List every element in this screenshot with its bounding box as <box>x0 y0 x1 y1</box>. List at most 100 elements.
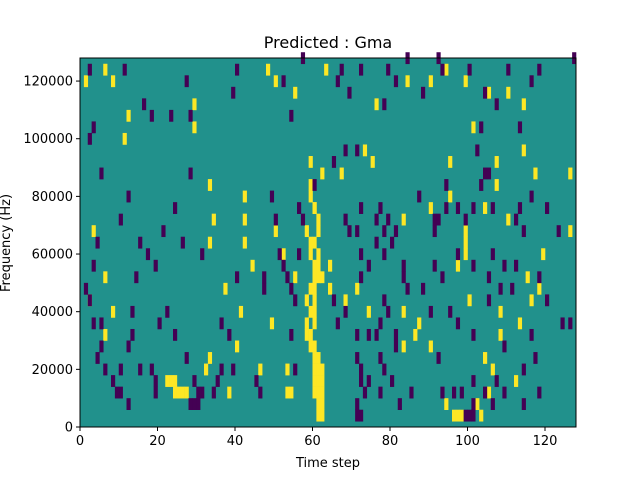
heatmap-cell-high <box>498 305 503 318</box>
heatmap-cell-low <box>471 259 476 272</box>
heatmap-cell-low <box>471 375 476 387</box>
heatmap-cell-low <box>157 317 162 330</box>
heatmap-cell-high <box>250 259 255 272</box>
heatmap-cell-low <box>440 386 445 399</box>
heatmap-cell-low <box>180 236 185 249</box>
heatmap-cell-high <box>343 294 348 307</box>
heatmap-cell-high <box>312 282 317 295</box>
heatmap-cell-high <box>312 363 317 376</box>
x-tick-label: 100 <box>455 434 480 449</box>
heatmap-cell-low <box>471 409 476 422</box>
heatmap-cell-low <box>200 248 205 261</box>
heatmap-cell-low <box>397 398 402 410</box>
heatmap-cell-high <box>366 305 371 318</box>
x-tick-label: 20 <box>149 434 166 449</box>
x-tick-label: 60 <box>304 434 321 449</box>
heatmap-cell-high <box>312 202 317 214</box>
heatmap-cell-low <box>118 386 123 399</box>
heatmap-cell-low <box>235 271 240 284</box>
heatmap-cell-low <box>273 213 278 226</box>
heatmap-cell-low <box>467 409 472 422</box>
heatmap-cell-high <box>417 317 422 330</box>
heatmap-cell-high <box>506 213 511 226</box>
heatmap-cell-low <box>219 363 224 376</box>
heatmap-cell-high <box>444 63 449 76</box>
heatmap-cell-low <box>506 63 511 76</box>
heatmap-cell-low <box>114 386 120 399</box>
heatmap-cell-high <box>180 386 185 399</box>
heatmap-cell-low <box>87 132 92 145</box>
heatmap-cell-high <box>541 248 546 261</box>
heatmap-cell-low <box>99 340 104 353</box>
heatmap-cell-high <box>238 305 244 318</box>
x-tick-label: 40 <box>227 434 244 449</box>
heatmap-cell-high <box>370 156 375 168</box>
heatmap-cell-low <box>343 144 348 157</box>
heatmap-cell-high <box>448 190 453 203</box>
heatmap-cell-high <box>111 75 116 88</box>
heatmap-cell-high <box>316 386 321 399</box>
heatmap-cell-low <box>483 386 488 399</box>
heatmap-cell-high <box>316 271 321 284</box>
heatmap-cell-high <box>308 179 313 191</box>
heatmap-cell-low <box>517 202 523 214</box>
heatmap-cell-low <box>347 225 352 238</box>
heatmap-cell-high <box>258 363 263 376</box>
heatmap-cell-low <box>440 63 445 76</box>
heatmap-cell-low <box>335 317 340 330</box>
heatmap-cell-low <box>289 282 294 295</box>
heatmap-cell-high <box>355 282 360 295</box>
heatmap-cell-high <box>428 202 433 214</box>
heatmap-cell-low <box>436 352 441 364</box>
heatmap-cell-high <box>537 282 542 295</box>
heatmap-cell-low <box>479 121 484 134</box>
heatmap-cell-high <box>486 86 492 99</box>
heatmap-cell-low <box>300 213 306 226</box>
heatmap-cell-high <box>328 259 333 272</box>
heatmap-cell-high <box>242 213 247 226</box>
heatmap-cell-high <box>483 202 488 214</box>
heatmap-cell-low <box>258 386 263 399</box>
heatmap-cell-low <box>421 282 426 295</box>
heatmap-cell-low <box>556 225 561 238</box>
heatmap-cell-low <box>393 328 399 341</box>
heatmap-cell-high <box>227 386 232 399</box>
heatmap-cell-low <box>165 305 170 318</box>
heatmap-cell-high <box>289 386 294 399</box>
heatmap-cell-high <box>103 63 108 76</box>
heatmap-cell-low <box>359 202 364 214</box>
heatmap-cell-low <box>200 386 205 399</box>
heatmap-cell-low <box>126 190 131 203</box>
heatmap-cell-low <box>343 213 348 226</box>
heatmap-cell-high <box>165 375 170 387</box>
heatmap-cell-high <box>498 328 503 341</box>
heatmap-cell-low <box>231 86 236 99</box>
heatmap-cell-low <box>393 340 399 353</box>
heatmap-cell-low <box>490 398 495 410</box>
heatmap-cell-low <box>331 294 337 307</box>
heatmap-cell-low <box>432 259 437 272</box>
heatmap-cell-high <box>463 225 468 238</box>
heatmap-cell-low <box>130 328 135 341</box>
heatmap-cell-high <box>463 75 468 88</box>
heatmap-cell-high <box>483 352 488 364</box>
heatmap-cell-high <box>316 352 321 364</box>
heatmap-cell-high <box>486 386 492 399</box>
y-tick-label: 20000 <box>32 363 73 378</box>
heatmap-cell-high <box>467 294 472 307</box>
heatmap-cell-low <box>386 213 391 226</box>
heatmap-cell-low <box>99 317 104 330</box>
heatmap-cell-high <box>312 271 317 284</box>
heatmap-cell-high <box>273 75 278 88</box>
heatmap-cell-low <box>560 317 565 330</box>
heatmap-cell-low <box>529 328 534 341</box>
heatmap-cell-low <box>188 167 193 180</box>
heatmap-cell-high <box>316 213 321 226</box>
y-axis: 0 20000 40000 60000 80000 100000 120000 <box>23 75 80 436</box>
heatmap-cell-low <box>134 271 139 284</box>
heatmap-cell-high <box>401 340 406 353</box>
heatmap-cell-low <box>126 340 131 353</box>
heatmap-cell-low <box>153 386 158 399</box>
heatmap-cell-low <box>374 328 379 341</box>
